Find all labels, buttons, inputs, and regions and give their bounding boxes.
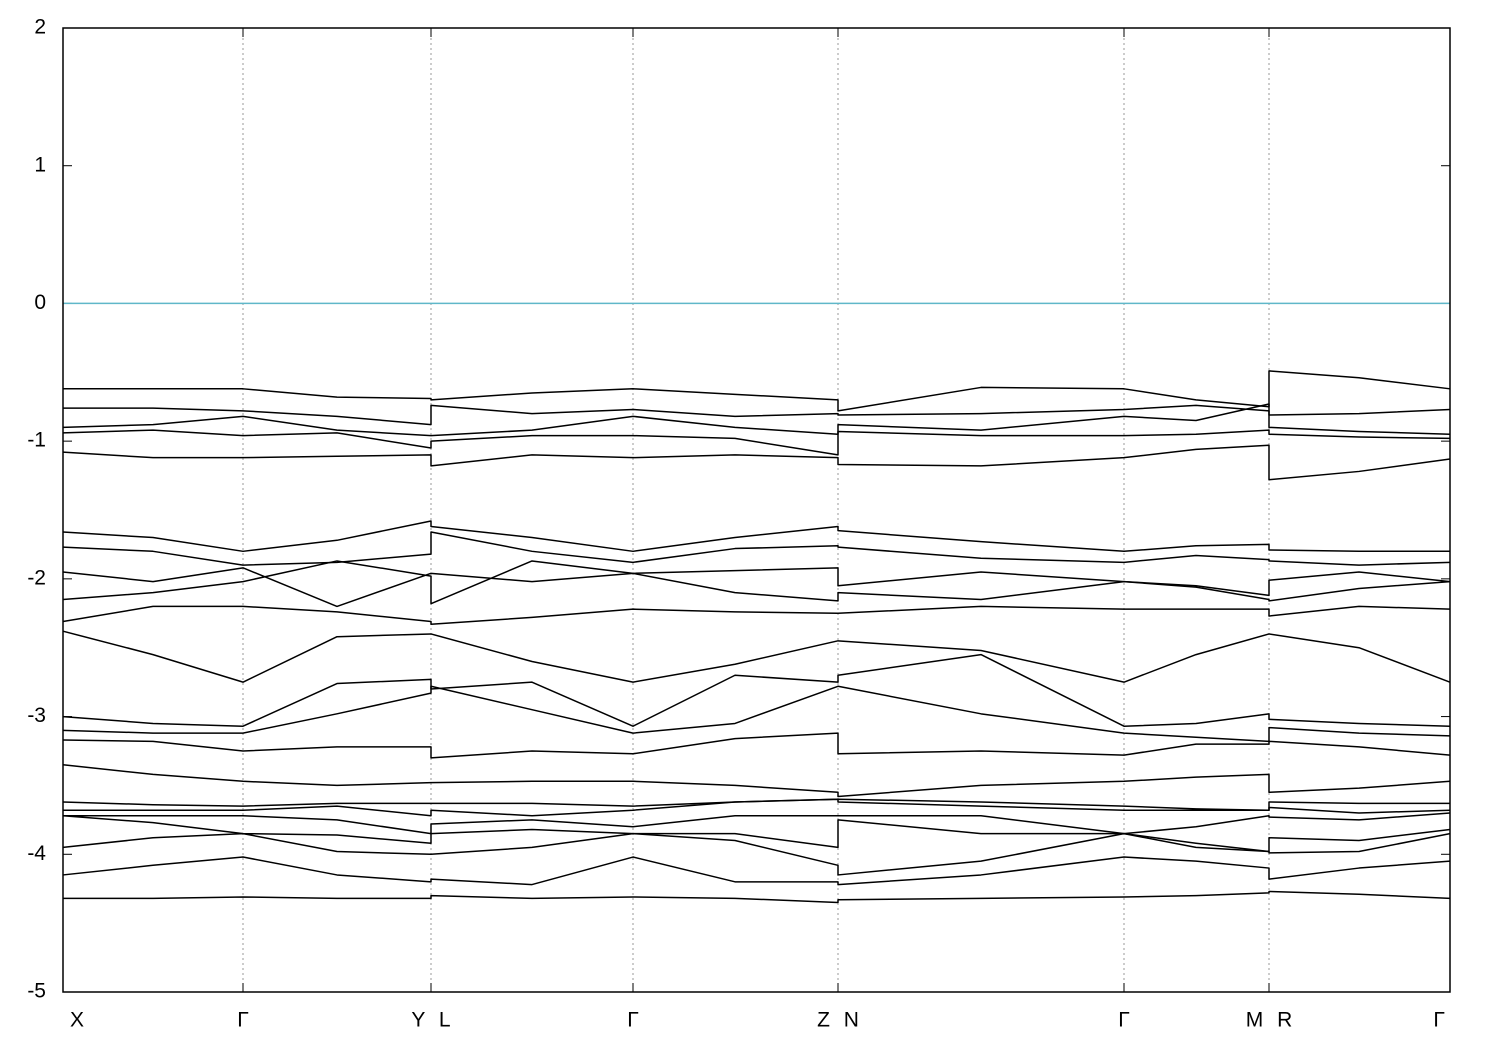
band-line (63, 812, 1451, 835)
x-tick-label: M R (1246, 1009, 1293, 1032)
band-line (62, 444, 1451, 481)
band-line (62, 531, 1451, 566)
y-tick-label: -5 (27, 980, 46, 1003)
band-line (62, 630, 1451, 683)
band-line (62, 814, 1451, 853)
band-line (63, 798, 1451, 817)
band-line (62, 685, 1451, 743)
band-line (63, 370, 1451, 412)
x-tick-label: Γ (627, 1009, 639, 1032)
y-tick-label: 2 (34, 16, 46, 39)
band-line (62, 856, 1451, 886)
y-tick-label: 0 (34, 291, 46, 314)
x-tick-label: X (70, 1009, 84, 1032)
band-line (62, 732, 1451, 759)
x-tick-label: Γ (1433, 1009, 1445, 1032)
band-line (62, 832, 1451, 876)
y-tick-label: -3 (27, 704, 46, 727)
band-line (62, 520, 1450, 553)
band-line (62, 429, 1451, 456)
y-tick-label: -2 (27, 566, 46, 589)
y-tick-label: 1 (34, 153, 46, 176)
x-tick-label: Z N (817, 1009, 859, 1032)
x-tick-label: Γ (1118, 1009, 1130, 1032)
y-tick-label: -1 (27, 429, 46, 452)
band-line (62, 567, 1451, 608)
y-tick-label: -4 (27, 842, 46, 865)
x-tick-label: Γ (237, 1009, 249, 1032)
band-line (62, 653, 1451, 727)
plot-frame (62, 27, 1451, 993)
band-line (62, 560, 1451, 605)
x-tick-label: Y L (411, 1009, 450, 1032)
band-line (63, 890, 1451, 904)
band-line (62, 605, 1451, 626)
band-line (62, 764, 1451, 798)
